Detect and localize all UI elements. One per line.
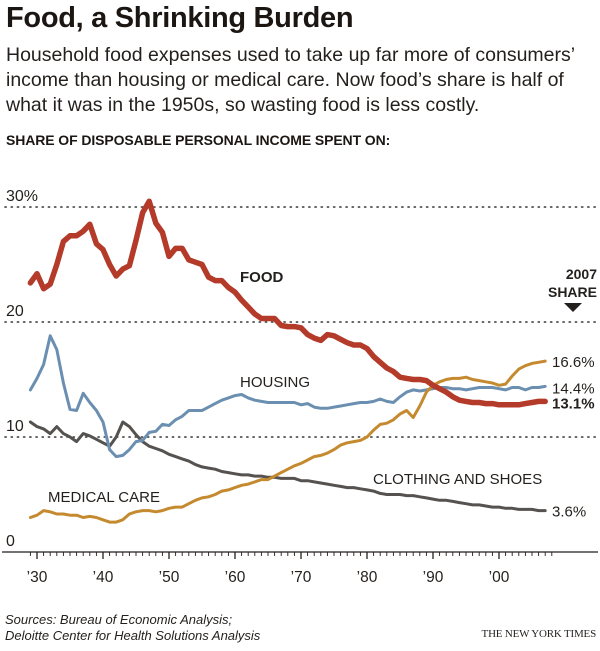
y-tick-label: 10 xyxy=(6,418,24,435)
y-tick-label: 30% xyxy=(6,188,38,205)
y-tick-label: 0 xyxy=(6,533,15,550)
source-note: Sources: Bureau of Economic Analysis; De… xyxy=(5,612,260,644)
x-tick-label: ’30 xyxy=(27,569,48,586)
series-line-food xyxy=(27,198,548,408)
gridlines xyxy=(4,206,599,438)
section-label: SHARE OF DISPOSABLE PERSONAL INCOME SPEN… xyxy=(6,132,391,148)
source-line-2: Deloitte Center for Health Solutions Ana… xyxy=(5,628,261,643)
x-tick-label: ’60 xyxy=(225,569,246,586)
series-name-label: MEDICAL CARE xyxy=(48,489,160,506)
x-tick-label: ’50 xyxy=(159,569,180,586)
down-arrow-icon xyxy=(564,303,582,312)
end-annotation: 2007 SHARE xyxy=(548,266,597,312)
x-tick-label: ’00 xyxy=(489,569,510,586)
chart-subtitle: Household food expenses used to take up … xyxy=(6,44,575,116)
x-axis: ’30 ’40 ’50 ’60 ’70 ’80 ’90 ’00 xyxy=(2,551,598,586)
x-tick-label: ’70 xyxy=(291,569,312,586)
end-value-label: 3.6% xyxy=(552,504,586,521)
series-lines xyxy=(27,198,548,524)
series-line-medical-care xyxy=(28,359,547,524)
series-name-label: HOUSING xyxy=(240,374,310,391)
series-name-label: FOOD xyxy=(240,269,283,286)
end-value-label: 14.4% xyxy=(552,380,595,397)
y-axis-labels: 0 10 20 30% xyxy=(6,188,38,550)
series-name-label: CLOTHING AND SHOES xyxy=(373,471,542,488)
credit-logo: THE NEW YORK TIMES xyxy=(481,628,597,640)
series-line-housing xyxy=(28,334,547,459)
x-tick-label: ’80 xyxy=(357,569,378,586)
chart-title: Food, a Shrinking Burden xyxy=(6,2,354,34)
series-line-clothing-and-shoes xyxy=(28,420,547,513)
annotation-year: 2007 xyxy=(566,266,597,282)
annotation-share: SHARE xyxy=(548,284,597,300)
series-labels: FOOD HOUSING MEDICAL CARE CLOTHING AND SHOE… xyxy=(48,269,595,521)
source-line-1: Sources: Bureau of Economic Analysis; xyxy=(5,612,233,627)
x-tick-label: ’90 xyxy=(423,569,444,586)
end-value-label: 13.1% xyxy=(552,395,595,412)
x-tick-label: ’40 xyxy=(93,569,114,586)
y-tick-label: 20 xyxy=(6,303,24,320)
end-value-label: 16.6% xyxy=(552,354,595,371)
